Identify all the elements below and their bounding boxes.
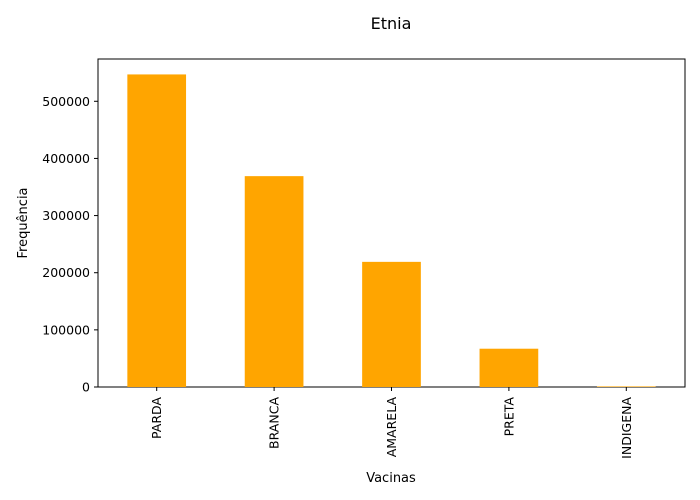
bar-preta: [479, 348, 539, 387]
x-tick-label: INDIGENA: [619, 397, 634, 459]
x-axis-label: Vacinas: [366, 471, 416, 486]
y-axis-label: Frequência: [16, 187, 31, 258]
bars-group: [127, 74, 656, 387]
x-tick-label: BRANCA: [267, 397, 282, 449]
y-tick-label: 0: [82, 380, 90, 395]
x-tick-label: PARDA: [149, 397, 164, 439]
y-tick-label: 300000: [42, 208, 90, 223]
x-tick-label: AMARELA: [384, 397, 399, 458]
x-tick-label: PRETA: [501, 397, 516, 437]
y-tick-label: 200000: [42, 265, 90, 280]
y-axis-ticks: 0 100000 200000 300000 400000 500000: [42, 94, 98, 395]
y-tick-label: 400000: [42, 151, 90, 166]
x-axis-ticks: PARDA BRANCA AMARELA PRETA INDIGENA: [149, 387, 634, 459]
bar-parda: [127, 74, 187, 387]
bar-branca: [244, 176, 304, 387]
y-tick-label: 500000: [42, 94, 90, 109]
bar-indigena: [596, 386, 656, 387]
bar-amarela: [362, 261, 421, 387]
chart-title: Etnia: [371, 14, 412, 33]
y-tick-label: 100000: [42, 322, 90, 337]
